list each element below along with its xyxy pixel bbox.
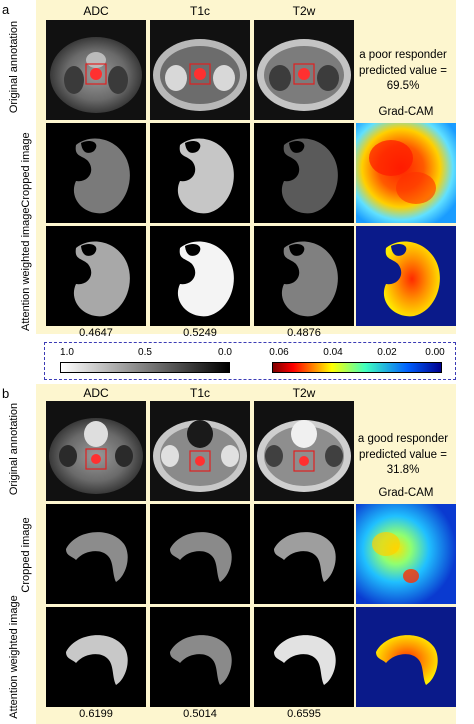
panel-a-gradcam-map	[356, 123, 456, 223]
panel-a-letter: a	[2, 2, 10, 17]
panel-b-column-t1c: T1c	[189, 386, 210, 400]
panel-b-adc-original-image	[46, 401, 146, 501]
panel-b-responder-label: a good responder	[357, 433, 449, 445]
panel-b-column-adc: ADC	[83, 386, 109, 400]
jet-colorbar	[272, 362, 442, 373]
panel-b-predicted-label: predicted value = 31.8%	[359, 449, 447, 476]
panel-b-adc-attention-image	[46, 607, 146, 707]
gray-colorbar-tick: 0.0	[218, 347, 232, 358]
panel-b-gradcam-map	[356, 504, 456, 604]
panel-a-column-t1c: T1c	[189, 4, 210, 18]
jet-colorbar-tick: 0.04	[323, 347, 343, 358]
panel-a-adc-attention-image	[46, 226, 146, 326]
panel-b-row-label-cropped: Cropped image	[20, 517, 32, 593]
panel-b-row-label-original: Original annotation	[8, 402, 20, 496]
jet-colorbar-tick: 0.06	[269, 347, 289, 358]
panel-b-row-label-attention: Attention weighted image	[8, 595, 20, 719]
panel-a-adc-cropped-image	[46, 123, 146, 223]
panel-a-t1c-cropped-image	[150, 123, 250, 223]
panel-a-t2w-original-image	[254, 20, 354, 120]
panel-b-gradcam-label: Grad-CAM	[378, 487, 434, 499]
panel-a-t2w-attention-image	[254, 226, 354, 326]
panel-b-t1c-value: 0.5014	[183, 708, 217, 720]
jet-colorbar-tick: 0.00	[425, 347, 445, 358]
panel-b-t2w-cropped-image	[254, 504, 354, 604]
panel-b-t2w-attention-image	[254, 607, 354, 707]
panel-a-column-t2w: T2w	[292, 4, 316, 18]
panel-b-t1c-original-image	[150, 401, 250, 501]
jet-colorbar-tick: 0.02	[377, 347, 397, 358]
panel-b-t2w-original-image	[254, 401, 354, 501]
panel-b-adc-cropped-image	[46, 504, 146, 604]
panel-a-t2w-cropped-image	[254, 123, 354, 223]
panel-a-responder-label: a poor responder	[359, 49, 447, 61]
gray-colorbar-tick: 0.5	[138, 347, 152, 358]
panel-a-gradcam-label: Grad-CAM	[378, 106, 434, 118]
panel-a-column-adc: ADC	[83, 4, 109, 18]
panel-a-row-label-attention: Attention weighted image	[20, 207, 32, 331]
panel-b-t2w-value: 0.6595	[287, 708, 321, 720]
panel-b-t1c-cropped-image	[150, 504, 250, 604]
panel-a-gradcam-heatmap	[356, 226, 456, 326]
panel-b-t1c-attention-image	[150, 607, 250, 707]
colorbar-legend-box	[44, 342, 456, 380]
panel-a-t1c-attention-image	[150, 226, 250, 326]
panel-a-row-label-original: Original annotation	[8, 20, 20, 114]
panel-a-t1c-original-image	[150, 20, 250, 120]
panel-b-gradcam-heatmap	[356, 607, 456, 707]
panel-a-t2w-value: 0.4876	[287, 327, 321, 339]
panel-b-column-t2w: T2w	[292, 386, 316, 400]
panel-a-adc-original-image	[46, 20, 146, 120]
gray-colorbar	[60, 362, 230, 373]
gray-colorbar-tick: 1.0	[60, 347, 74, 358]
panel-b-letter: b	[2, 386, 10, 401]
panel-a-t1c-value: 0.5249	[183, 327, 217, 339]
panel-a-predicted-label: predicted value = 69.5%	[359, 65, 447, 92]
panel-b-adc-value: 0.6199	[79, 708, 113, 720]
panel-a-adc-value: 0.4647	[79, 327, 113, 339]
